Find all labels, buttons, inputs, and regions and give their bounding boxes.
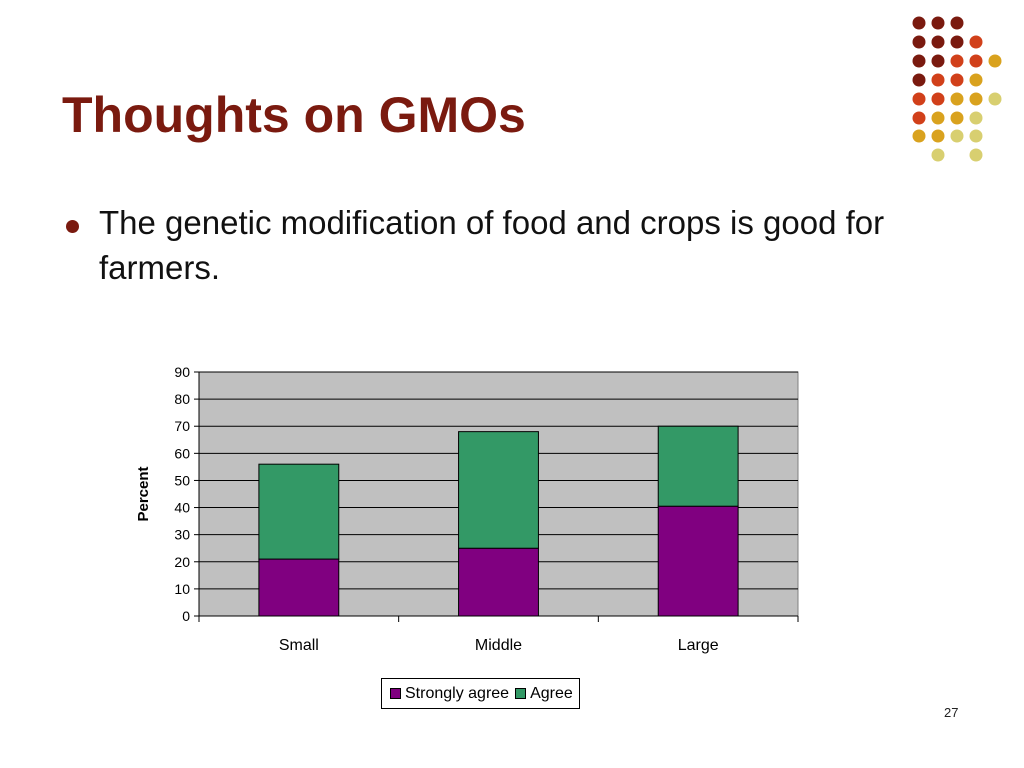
decor-dot	[950, 73, 964, 87]
decor-dot	[931, 35, 945, 49]
decor-dot	[969, 73, 983, 87]
decor-dot	[988, 54, 1002, 68]
y-axis-label: Percent	[135, 466, 152, 521]
x-tick-label: Large	[678, 637, 719, 654]
decor-dot	[950, 92, 964, 106]
legend-label: Strongly agree	[405, 684, 510, 702]
bar-segment	[657, 505, 739, 617]
bullet-icon	[66, 220, 79, 233]
bar-segment	[458, 431, 539, 549]
bar-segment	[458, 547, 539, 617]
x-tick-label: Middle	[475, 637, 522, 654]
decor-dot	[969, 54, 983, 68]
bar-segment	[258, 463, 340, 560]
decor-dot	[912, 92, 926, 106]
decor-dot	[969, 111, 983, 125]
decor-dot	[988, 92, 1002, 106]
y-tick-label: 30	[174, 527, 190, 543]
decor-dot	[912, 111, 926, 125]
decor-dot	[950, 54, 964, 68]
y-tick-label: 70	[174, 418, 190, 434]
decor-dot	[931, 129, 945, 143]
decor-dot	[931, 148, 945, 162]
decor-dot	[912, 16, 926, 30]
legend-swatch	[390, 688, 401, 699]
decor-dot	[931, 54, 945, 68]
decor-dot	[950, 35, 964, 49]
y-tick-label: 10	[174, 581, 190, 597]
bar-segment	[258, 558, 340, 617]
legend-swatch	[515, 688, 527, 699]
y-tick-label: 80	[174, 391, 190, 407]
legend-label: Agree	[530, 684, 573, 702]
x-tick-label: Small	[279, 637, 319, 654]
decor-dot	[969, 35, 983, 49]
y-tick-label: 90	[174, 364, 190, 380]
y-tick-label: 50	[174, 472, 190, 488]
decor-dot	[950, 111, 964, 125]
bullet-text: The genetic modification of food and cro…	[99, 204, 885, 286]
decor-dot	[969, 148, 983, 162]
y-tick-label: 60	[174, 445, 190, 461]
decor-dot	[912, 54, 926, 68]
y-tick-label: 0	[182, 608, 190, 624]
decor-dot	[912, 129, 926, 143]
chart-legend: Strongly agree Agree	[381, 678, 580, 709]
y-tick-label: 20	[174, 554, 190, 570]
decor-dot	[931, 16, 945, 30]
slide-title: Thoughts on GMOs	[62, 87, 526, 143]
decor-dot	[931, 111, 945, 125]
decor-dot	[969, 92, 983, 106]
decor-dot	[912, 73, 926, 87]
decor-dot	[950, 16, 964, 30]
legend-item: Agree	[515, 685, 573, 703]
decor-dot	[969, 129, 983, 143]
decor-dot	[931, 73, 945, 87]
legend-item: Strongly agree	[390, 685, 509, 703]
y-tick-label: 40	[174, 500, 190, 516]
bar-segment	[657, 425, 739, 507]
slide-number: 27	[944, 705, 959, 720]
decor-dot	[931, 92, 945, 106]
decor-dot	[912, 35, 926, 49]
dot-grid-icon	[912, 16, 1002, 162]
decor-dot	[950, 129, 964, 143]
